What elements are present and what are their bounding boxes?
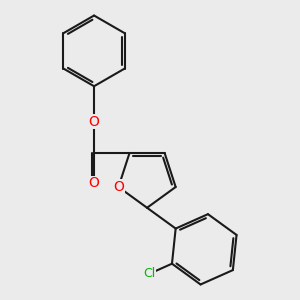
Text: O: O <box>88 115 100 129</box>
Text: O: O <box>113 180 124 194</box>
Text: Cl: Cl <box>143 267 155 280</box>
Text: O: O <box>88 176 100 190</box>
